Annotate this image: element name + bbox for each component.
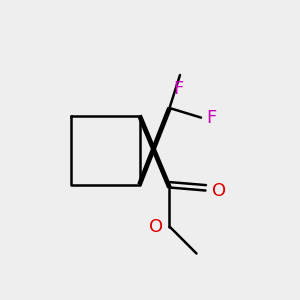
Text: O: O <box>212 182 226 200</box>
Text: O: O <box>149 218 163 236</box>
Text: F: F <box>173 80 184 98</box>
Text: F: F <box>206 109 217 127</box>
